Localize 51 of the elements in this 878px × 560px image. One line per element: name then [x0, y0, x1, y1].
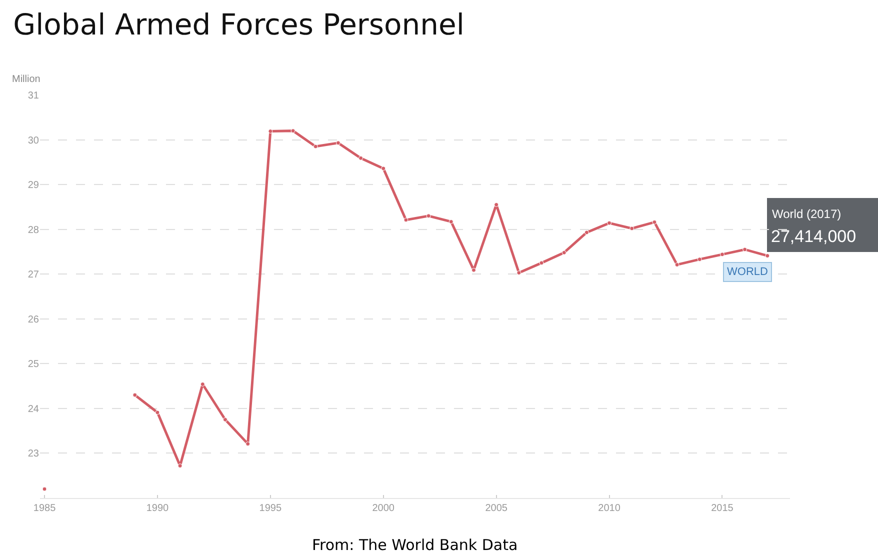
- point: [539, 260, 544, 266]
- y-tick-label: 26: [28, 314, 40, 326]
- point: [516, 270, 522, 276]
- point: [246, 442, 250, 446]
- y-tick-label: 29: [28, 180, 40, 192]
- annotation: World (2017): [772, 207, 842, 221]
- x-tick-label: 2015: [711, 503, 734, 514]
- y-axis-title: Million: [12, 74, 40, 85]
- point: [290, 128, 296, 134]
- point: [697, 257, 702, 262]
- point: [674, 262, 680, 267]
- x-tick-label: 1985: [33, 503, 56, 514]
- point: [404, 218, 408, 222]
- y-tick-label: 28: [28, 224, 40, 236]
- point: [313, 144, 318, 149]
- point: [562, 250, 566, 255]
- point: [381, 166, 386, 171]
- point: [494, 202, 499, 207]
- text: From: The World Bank Data: [312, 536, 518, 554]
- point: [471, 268, 476, 272]
- annotation: 27,414,000: [771, 227, 856, 246]
- point: [607, 220, 612, 226]
- y-tick-label: 27: [28, 270, 40, 281]
- series-label: WORLD: [727, 266, 768, 278]
- point: [742, 247, 748, 252]
- point: [200, 382, 205, 387]
- point: [268, 129, 273, 134]
- x-tick-label: 1990: [146, 503, 170, 514]
- y-tick-label: 25: [28, 359, 40, 370]
- point: [584, 230, 589, 235]
- point: [358, 156, 364, 160]
- point: [630, 226, 634, 231]
- point: [155, 410, 160, 415]
- x-tick-label: 2010: [598, 503, 621, 514]
- point: [652, 220, 657, 224]
- point: [178, 464, 182, 468]
- x-tick-label: 1995: [259, 503, 282, 514]
- x-tick-label: 2000: [372, 503, 395, 514]
- point: [448, 219, 454, 224]
- point: [720, 252, 724, 257]
- y-tick-label: 31: [28, 90, 40, 102]
- y-tick-label: 23: [28, 448, 40, 460]
- x-tick-label: 2005: [485, 503, 508, 514]
- point: [336, 140, 340, 146]
- point: [765, 254, 770, 258]
- point: [426, 214, 431, 218]
- point: [132, 392, 138, 398]
- y-tick-label: 30: [28, 135, 40, 146]
- chart-title: Global Armed Forces Personnel: [13, 7, 464, 42]
- point: [222, 417, 228, 422]
- y-tick-label: 24: [28, 404, 40, 415]
